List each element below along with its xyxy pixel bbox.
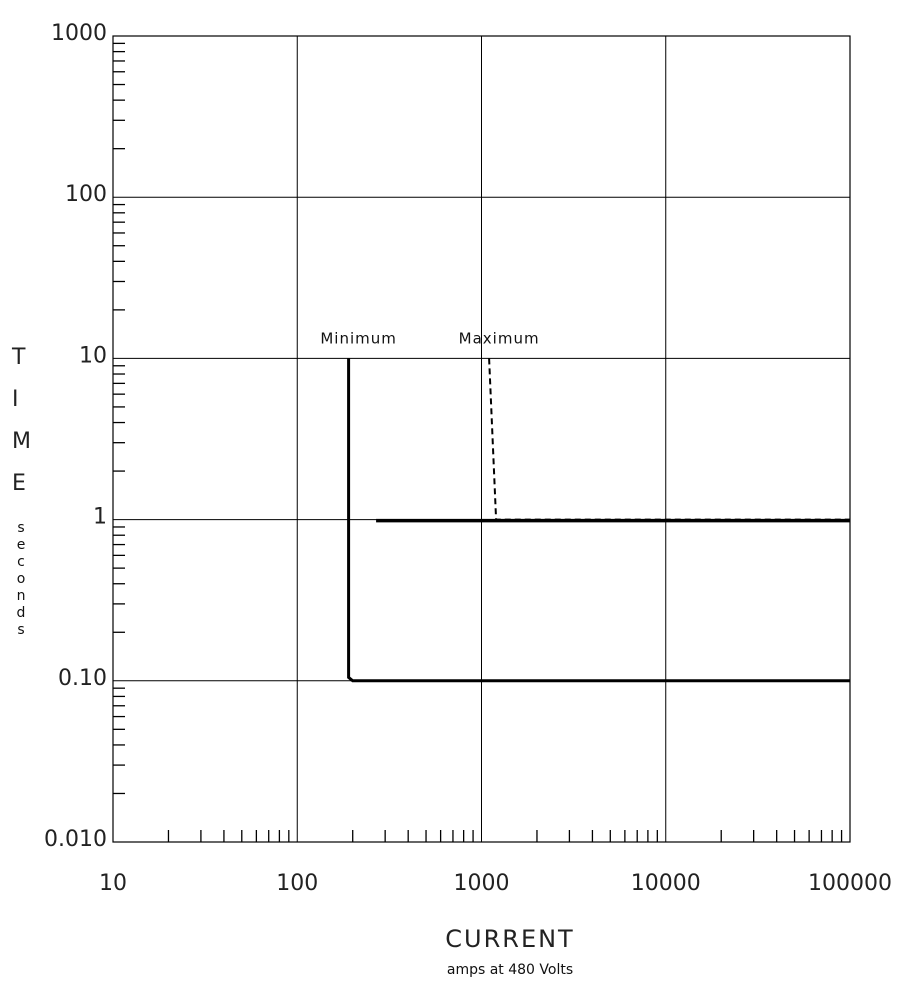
curve-label-maximum: Maximum — [459, 329, 540, 347]
grid-lines — [112, 35, 851, 843]
y-axis-label-letter: M — [12, 429, 31, 454]
series-minimum-line — [347, 358, 850, 683]
y-axis-label-letter: T — [12, 345, 26, 370]
y-axis-label-letter: E — [12, 471, 26, 496]
x-tick-label: 100 — [276, 871, 318, 896]
x-axis-label: CURRENT — [445, 925, 575, 953]
x-tick-label: 10000 — [631, 871, 701, 896]
x-tick-label: 1000 — [454, 871, 510, 896]
y-tick-label: 0.10 — [58, 666, 107, 691]
y-axis-label-letter: I — [12, 387, 19, 412]
series-maximum-line — [488, 358, 850, 521]
x-axis-sublabel: amps at 480 Volts — [446, 962, 574, 978]
y-tick-label: 1000 — [51, 21, 107, 46]
curve-label-minimum: Minimum — [320, 329, 397, 347]
tick-labels: 10 100 1000 10000 100000 0.010 0.10 1 10 100 1000 — [44, 21, 892, 896]
y-tick-label: 1 — [93, 505, 107, 530]
minor-ticks — [113, 42, 843, 842]
x-tick-label: 10 — [99, 871, 127, 896]
x-tick-label: 100000 — [808, 871, 892, 896]
y-tick-label: 0.010 — [44, 827, 107, 852]
y-axis-unit: seconds — [16, 520, 26, 638]
series-lines — [347, 358, 850, 683]
y-tick-label: 10 — [79, 343, 107, 368]
y-tick-label: 100 — [65, 182, 107, 207]
curve-labels: Minimum Maximum — [320, 329, 540, 347]
